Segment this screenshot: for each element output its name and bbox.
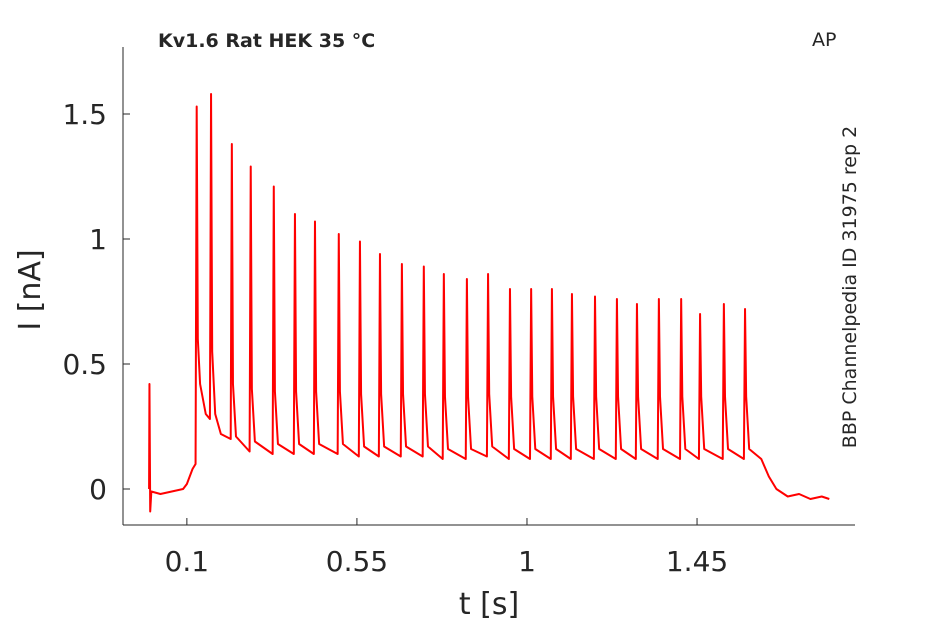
chart-title: Kv1.6 Rat HEK 35 °C xyxy=(158,30,375,52)
y-axis-label: I [nA] xyxy=(13,249,48,330)
annotation: AP xyxy=(812,29,836,51)
y-tick-label: 0 xyxy=(89,473,107,506)
trace xyxy=(148,93,830,513)
y-tick-label: 1.5 xyxy=(62,98,107,131)
x-tick-label: 0.55 xyxy=(326,545,388,578)
y-tick-label: 0.5 xyxy=(62,348,107,381)
x-axis-label: t [s] xyxy=(459,587,519,622)
x-tick-label: 1 xyxy=(518,545,536,578)
y-tick-label: 1 xyxy=(89,223,107,256)
x-tick-label: 1.45 xyxy=(666,545,728,578)
side-label: BBP Channelpedia ID 31975 rep 2 xyxy=(839,126,861,448)
x-tick-label: 0.1 xyxy=(165,545,210,578)
